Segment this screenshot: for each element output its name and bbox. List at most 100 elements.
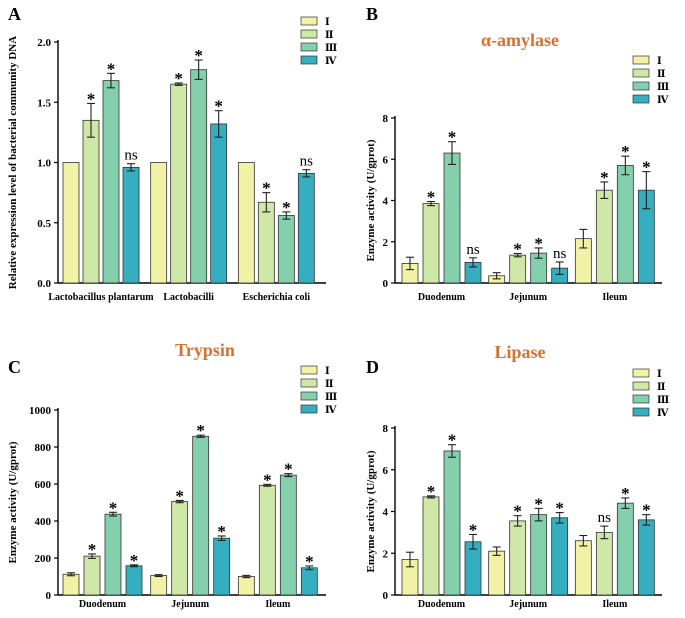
legend-label: Ⅰ <box>657 369 662 380</box>
panel-a: A 0.0 0.5 1.0 1.5 2.0 Relative expression leve… <box>7 4 337 303</box>
significance-label: * <box>642 158 651 177</box>
chart-title: Lipase <box>494 342 545 362</box>
significance-label: * <box>217 522 226 541</box>
significance-label: * <box>87 89 96 108</box>
bar <box>213 537 231 596</box>
significance-label: * <box>621 142 630 161</box>
significance-label: * <box>427 482 436 501</box>
legend-label: Ⅱ <box>657 382 665 393</box>
bar <box>300 567 318 596</box>
y-tick-label: 2 <box>383 237 389 249</box>
bar <box>150 162 168 284</box>
panel-label: B <box>366 4 378 24</box>
bar <box>82 119 100 284</box>
y-tick-label: 1000 <box>29 405 52 417</box>
bar <box>443 450 461 596</box>
y-axis-label: Enzyme activity (U/gprot) <box>365 450 377 572</box>
legend-label: Ⅳ <box>657 408 669 419</box>
significance-label: * <box>109 498 118 517</box>
x-tick-label: Lactobacilli <box>163 292 214 303</box>
legend-swatch <box>300 365 318 375</box>
y-tick-label: 2.0 <box>37 37 51 49</box>
x-tick-label: Jejunum <box>509 599 547 610</box>
bar <box>279 474 297 596</box>
bar <box>422 203 440 284</box>
significance-label: ns <box>598 510 612 526</box>
significance-label: * <box>513 502 522 521</box>
legend-label: Ⅲ <box>325 43 337 54</box>
bar <box>551 517 569 596</box>
legend-label: Ⅲ <box>325 392 337 403</box>
y-tick-label: 200 <box>35 553 52 565</box>
y-axis-label: Enzyme activity (U/gprot) <box>365 139 377 261</box>
y-axis-label: Enzyme activity (U/gprot) <box>7 441 19 563</box>
y-tick-label: 8 <box>383 423 389 435</box>
legend-swatch <box>632 381 650 391</box>
bar <box>257 201 275 284</box>
panel-c: C Trypsin 0 200 400 600 800 1000 Enzyme activity… <box>7 340 337 610</box>
legend-swatch <box>300 391 318 401</box>
x-tick-label: Lactobacillus plantarum <box>48 292 154 303</box>
significance-label: * <box>262 179 271 198</box>
significance-label: * <box>174 69 183 88</box>
bar <box>62 573 80 596</box>
significance-label: * <box>642 501 651 520</box>
legend-label: Ⅱ <box>657 69 665 80</box>
bar <box>192 435 210 596</box>
x-tick-label: Ileum <box>265 599 291 610</box>
significance-label: ns <box>553 246 567 262</box>
significance-label: * <box>263 470 272 489</box>
y-tick-label: 1.0 <box>37 158 51 170</box>
bar <box>443 152 461 284</box>
significance-label: * <box>621 484 630 503</box>
x-tick-label: Jejunum <box>509 292 547 303</box>
panel-d: D Lipase 0 2 4 6 8 Enzyme activity (U/gprot) * * *… <box>365 342 669 610</box>
legend-swatch <box>300 42 318 52</box>
bar <box>277 215 295 284</box>
panel-label: A <box>8 4 21 24</box>
y-tick-label: 0.5 <box>37 218 51 230</box>
significance-label: * <box>214 97 223 116</box>
significance-label: * <box>305 552 314 571</box>
legend-label: Ⅳ <box>657 95 669 106</box>
significance-label: * <box>284 460 293 479</box>
bar <box>125 565 143 596</box>
y-tick-label: 600 <box>35 479 52 491</box>
legend-label: Ⅲ <box>657 395 669 406</box>
legend-swatch <box>300 55 318 65</box>
bar <box>102 80 120 284</box>
legend-swatch <box>632 68 650 78</box>
significance-label: * <box>130 551 139 570</box>
legend-swatch <box>300 16 318 26</box>
y-tick-label: 0 <box>383 278 389 290</box>
bar <box>122 166 140 284</box>
significance-label: * <box>175 486 184 505</box>
legend-swatch <box>632 407 650 417</box>
bar <box>530 514 548 596</box>
x-tick-label: Escherichia coli <box>243 292 311 303</box>
bar <box>258 484 276 596</box>
x-tick-label: Ileum <box>602 292 628 303</box>
bar <box>83 555 101 596</box>
panel-b: Bα-amylase 0 2 4 6 8 Enzyme activity (U/gprot)… <box>365 4 669 303</box>
y-tick-label: 0 <box>383 590 389 602</box>
x-tick-label: Ileum <box>602 599 628 610</box>
bar <box>595 531 613 596</box>
bar <box>637 519 655 596</box>
y-tick-label: 400 <box>35 516 52 528</box>
y-tick-label: 800 <box>35 442 52 454</box>
bar <box>616 502 634 596</box>
significance-label: * <box>469 520 478 539</box>
bar <box>509 254 527 284</box>
y-tick-label: 6 <box>383 154 389 166</box>
legend-swatch <box>300 378 318 388</box>
significance-label: * <box>448 431 457 450</box>
chart-title: Trypsin <box>175 340 235 360</box>
significance-label: ns <box>466 242 480 258</box>
significance-label: * <box>194 46 203 65</box>
bar <box>616 165 634 284</box>
legend-label: Ⅰ <box>325 17 330 28</box>
legend-swatch <box>632 81 650 91</box>
bar <box>171 501 189 596</box>
